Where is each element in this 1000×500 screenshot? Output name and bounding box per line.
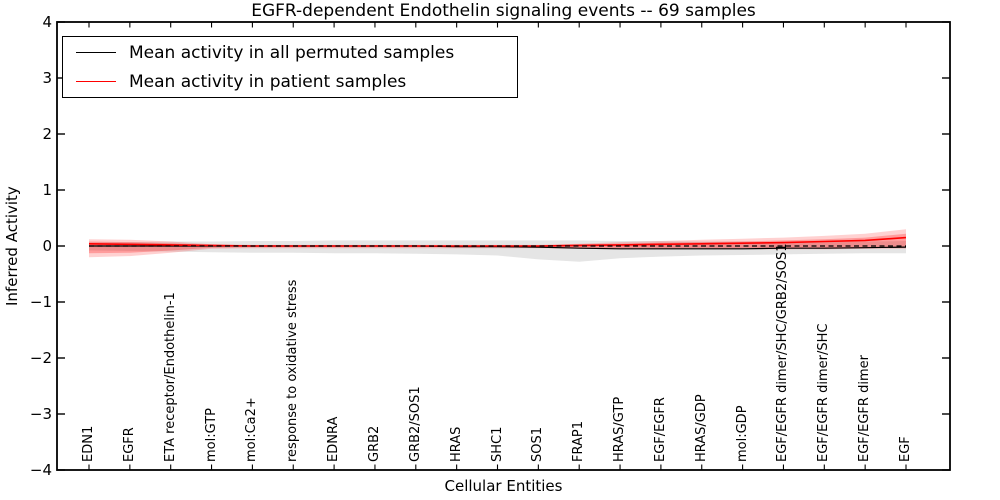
- x-tick-label: GRB2/SOS1: [407, 386, 423, 462]
- patient-line-sample-icon: [76, 81, 116, 82]
- y-tick-label: 1: [42, 181, 52, 199]
- x-tick-label: EGF/EGFR dimer/SHC: [816, 323, 832, 462]
- x-axis-label: Cellular Entities: [444, 477, 563, 495]
- x-tick-label: mol:Ca2+: [244, 397, 260, 462]
- y-tick-label: −2: [29, 349, 52, 367]
- y-tick-label: 4: [42, 13, 52, 31]
- x-tick-label: EDNRA: [326, 416, 342, 462]
- x-tick-label: EGF: [898, 436, 913, 462]
- x-tick-label: GRB2: [366, 425, 382, 462]
- legend-label: Mean activity in all permuted samples: [129, 42, 455, 63]
- y-tick-label: −1: [29, 293, 52, 311]
- x-tick-label: mol:GTP: [203, 408, 219, 462]
- x-tick-label: FRAP1: [571, 421, 587, 462]
- x-tick-label: EGFR: [121, 427, 137, 462]
- x-tick-label: HRAS/GDP: [693, 394, 709, 462]
- x-tick-label: SOS1: [530, 426, 546, 462]
- plot-border: [56, 21, 951, 471]
- x-tick-label: mol:GDP: [734, 405, 750, 462]
- y-tick-label: −3: [29, 405, 52, 423]
- permuted-line-sample-icon: [76, 52, 116, 53]
- chart-title: EGFR-dependent Endothelin signaling even…: [251, 1, 756, 21]
- x-tick-label: HRAS: [448, 426, 464, 462]
- x-tick-label: response to oxidative stress: [285, 279, 301, 462]
- x-tick-label: ETA receptor/Endothelin-1: [162, 292, 178, 462]
- y-tick-label: 3: [42, 69, 52, 87]
- x-tick-label: EGF/EGFR: [652, 397, 668, 462]
- y-tick-label: −4: [29, 461, 52, 479]
- y-tick-label: 2: [42, 125, 52, 143]
- legend-entry-permuted: Mean activity in all permuted samples: [63, 38, 517, 67]
- y-tick-label: 0: [42, 237, 52, 255]
- x-tick-label: EGF/EGFR dimer/SHC/GRB2/SOS1: [775, 243, 791, 463]
- x-tick-label: EDN1: [81, 425, 96, 462]
- x-tick-label: HRAS/GTP: [612, 396, 628, 462]
- legend-label: Mean activity in patient samples: [129, 71, 407, 92]
- legend-entry-patient: Mean activity in patient samples: [63, 67, 517, 96]
- x-tick-label: SHC1: [489, 426, 505, 462]
- legend: Mean activity in all permuted samples Me…: [62, 36, 518, 98]
- x-tick-label: EGF/EGFR dimer: [857, 355, 873, 462]
